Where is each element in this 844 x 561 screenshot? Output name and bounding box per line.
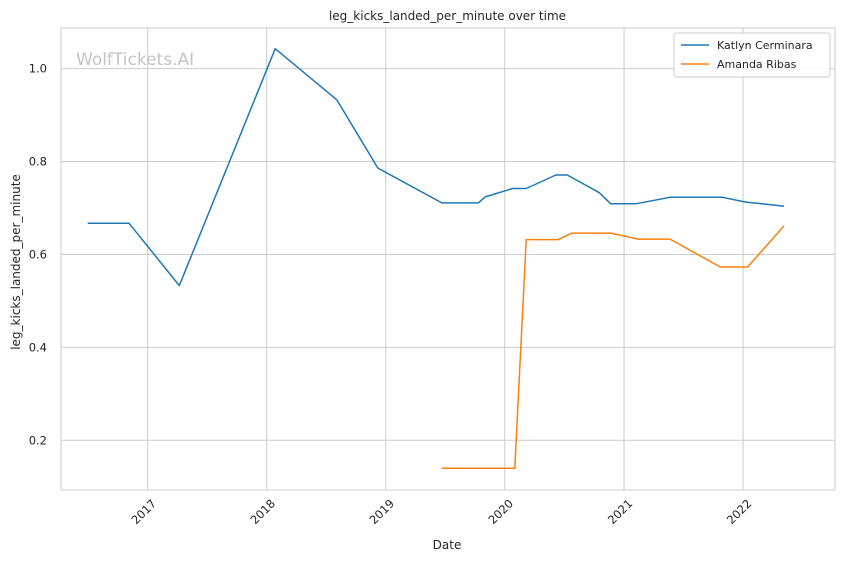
legend: Katlyn Cerminara Amanda Ribas [673,32,831,78]
y-axis-ticks: 0.2 0.4 0.6 0.8 1.0 [29,62,47,448]
legend-label-katlyn-cerminara: Katlyn Cerminara [717,39,813,52]
chart-title: leg_kicks_landed_per_minute over time [329,9,566,23]
legend-label-amanda-ribas: Amanda Ribas [717,58,797,71]
y-tick-label: 0.8 [29,155,47,169]
y-tick-label: 0.6 [29,247,47,261]
series-line-katlyn-cerminara [87,47,785,287]
plot-area-frame [60,27,836,491]
y-axis-label: leg_kicks_landed_per_minute [9,174,23,350]
series-line-amanda-ribas [441,225,785,469]
x-axis-label: Date [433,538,462,552]
watermark: WolfTickets.AI [76,50,194,70]
y-tick-label: 0.2 [29,433,47,447]
legend-frame [673,32,831,78]
gridlines [61,28,835,490]
series-lines [87,47,785,469]
y-tick-label: 1.0 [29,62,47,76]
y-tick-label: 0.4 [29,340,47,354]
